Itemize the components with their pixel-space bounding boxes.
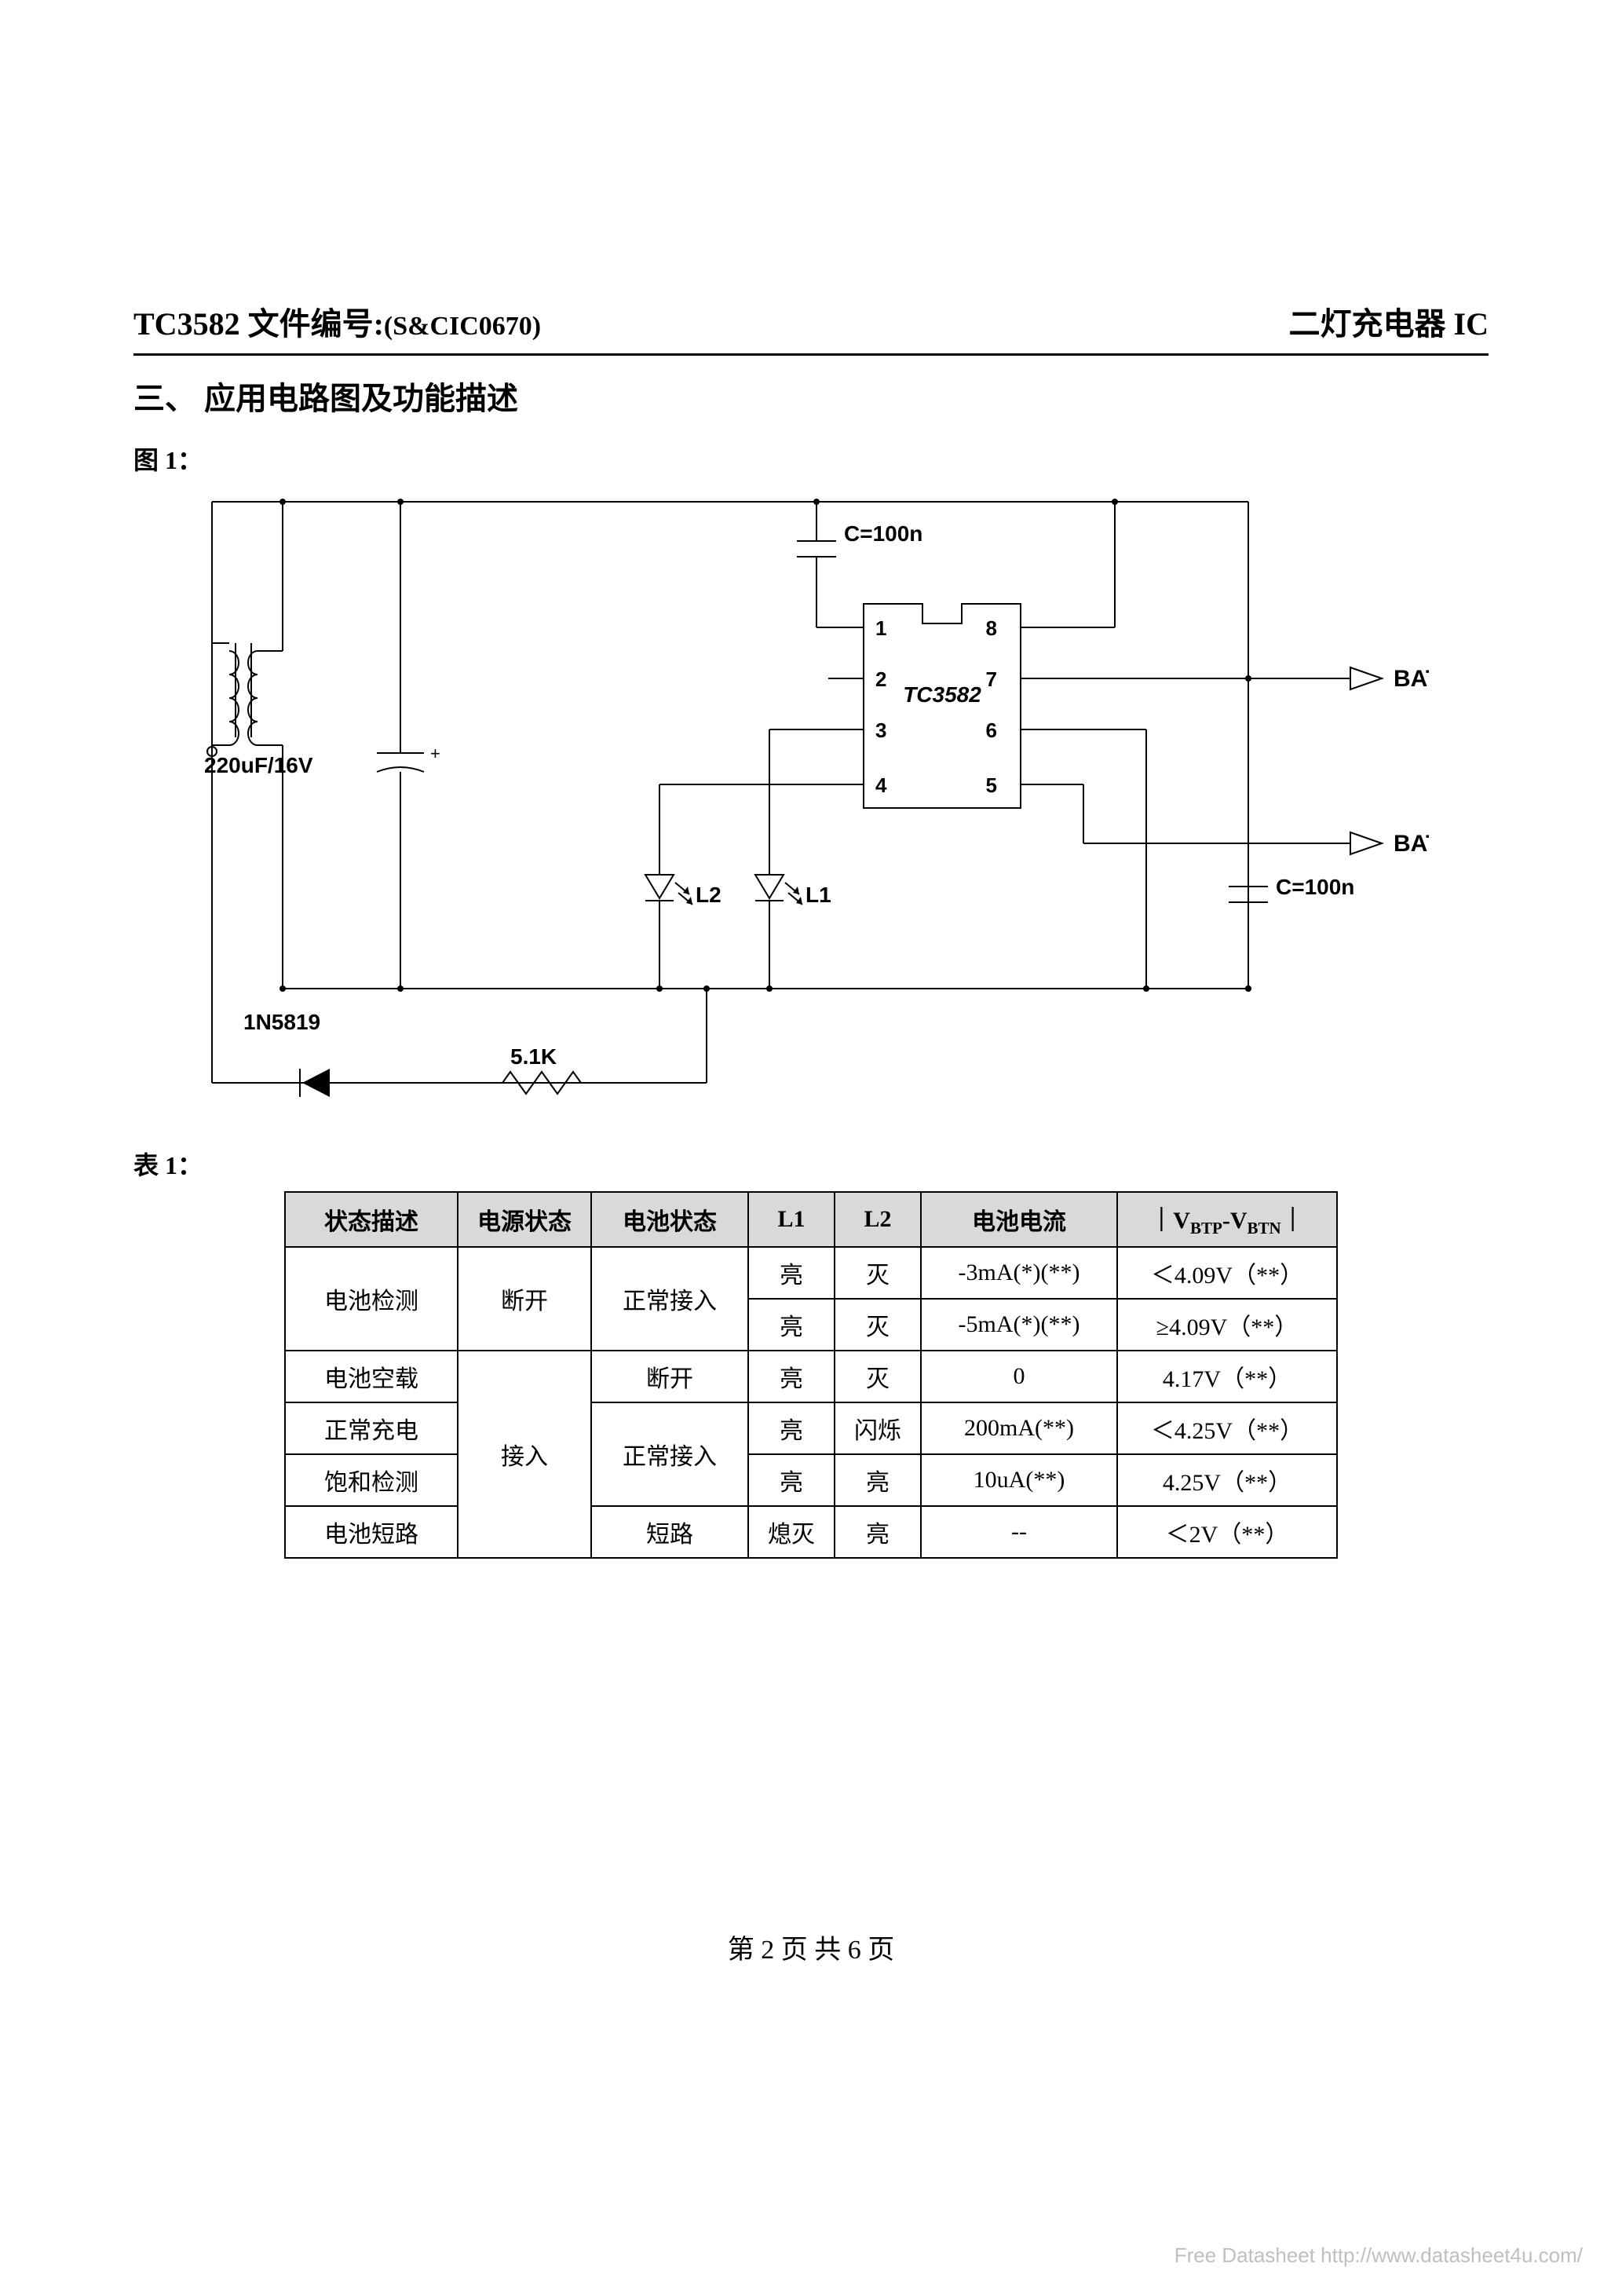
circuit-svg: +220uF/16V C=100n 1 8 2 7 3 6 4 5 TC3582 L2 L1 BAT+ BA… — [157, 486, 1429, 1114]
table-cell: 正常接入 — [591, 1247, 748, 1351]
table-cell: 亮 — [748, 1299, 835, 1351]
svg-text:BAT-: BAT- — [1394, 831, 1429, 857]
table-cell: 200mA(**) — [921, 1402, 1117, 1454]
part-number: TC3582 — [133, 306, 240, 342]
table-cell: 灭 — [835, 1351, 921, 1402]
table-header: 电池状态 — [591, 1192, 748, 1247]
doc-label: 文件编号: — [248, 306, 384, 342]
svg-text:6: 6 — [986, 718, 997, 742]
svg-text:5.1K: 5.1K — [510, 1044, 557, 1069]
doc-number: (S&CIC0670) — [384, 312, 541, 341]
table-cell: -3mA(*)(**) — [921, 1247, 1117, 1299]
table-row: 电池短路 短路熄灭亮--＜2V（**） — [285, 1506, 1337, 1558]
page-footer: 第 2 页 共 6 页 — [0, 1928, 1622, 1966]
table-header: L1 — [748, 1192, 835, 1247]
table-cell: 正常接入 — [591, 1402, 748, 1506]
table-cell: 0 — [921, 1351, 1117, 1402]
page: TC3582 文件编号:(S&CIC0670) 二灯充电器 IC 三、 应用电路… — [0, 0, 1622, 2296]
figure-caption: 图 1： — [133, 441, 1489, 477]
table-cell: ＜4.25V（**） — [1117, 1402, 1337, 1454]
table-header: ｜VBTP-VBTN｜ — [1117, 1192, 1337, 1247]
svg-text:220uF/16V: 220uF/16V — [204, 753, 313, 777]
watermark: Free Datasheet http://www.datasheet4u.co… — [1174, 2243, 1583, 2268]
table-cell: 熄灭 — [748, 1506, 835, 1558]
table-cell: 灭 — [835, 1299, 921, 1351]
svg-text:8: 8 — [986, 616, 997, 640]
state-table: 状态描述电源状态电池状态L1L2电池电流｜VBTP-VBTN｜电池检测断开正常接… — [284, 1191, 1338, 1559]
table-cell: 短路 — [591, 1506, 748, 1558]
svg-text:C=100n: C=100n — [1276, 875, 1354, 899]
table-cell: 正常充电 — [285, 1402, 458, 1454]
svg-text:C=100n: C=100n — [844, 521, 922, 546]
header-rule — [133, 353, 1489, 356]
table-cell: ≥4.09V（**） — [1117, 1299, 1337, 1351]
table-cell: 亮 — [748, 1454, 835, 1506]
svg-text:L2: L2 — [696, 883, 721, 907]
svg-text:L1: L1 — [806, 883, 831, 907]
table-row: 饱和检测亮亮10uA(**)4.25V（**） — [285, 1454, 1337, 1506]
svg-text:1: 1 — [875, 616, 886, 640]
svg-text:3: 3 — [875, 718, 886, 742]
table-cell: 接入 — [458, 1351, 591, 1558]
table-header: 电源状态 — [458, 1192, 591, 1247]
table-cell: 亮 — [748, 1351, 835, 1402]
svg-text:7: 7 — [986, 667, 997, 691]
header-left: TC3582 文件编号:(S&CIC0670) — [133, 298, 541, 344]
svg-text:TC3582: TC3582 — [903, 682, 981, 707]
svg-text:BAT+: BAT+ — [1394, 666, 1429, 692]
table-header: L2 — [835, 1192, 921, 1247]
table-cell: 断开 — [591, 1351, 748, 1402]
table-cell: 亮 — [748, 1402, 835, 1454]
table-cell: 4.25V（**） — [1117, 1454, 1337, 1506]
table-cell: 亮 — [748, 1247, 835, 1299]
svg-text:+: + — [430, 744, 440, 763]
svg-text:5: 5 — [986, 773, 997, 797]
table-cell: -5mA(*)(**) — [921, 1299, 1117, 1351]
circuit-diagram: +220uF/16V C=100n 1 8 2 7 3 6 4 5 TC3582 L2 L1 BAT+ BA… — [157, 486, 1489, 1114]
table-row: 正常充电正常接入亮闪烁200mA(**)＜4.25V（**） — [285, 1402, 1337, 1454]
table-cell: 电池空载 — [285, 1351, 458, 1402]
table-cell: -- — [921, 1506, 1117, 1558]
svg-text:1N5819: 1N5819 — [243, 1010, 320, 1034]
table-header: 状态描述 — [285, 1192, 458, 1247]
section-title: 三、 应用电路图及功能描述 — [133, 373, 1489, 419]
table-cell: 亮 — [835, 1506, 921, 1558]
table-cell: 灭 — [835, 1247, 921, 1299]
table-cell: 断开 — [458, 1247, 591, 1351]
table-cell: ＜4.09V（**） — [1117, 1247, 1337, 1299]
table-cell: 电池检测 — [285, 1247, 458, 1351]
table-header: 电池电流 — [921, 1192, 1117, 1247]
table-cell: 亮 — [835, 1454, 921, 1506]
table-cell: 电池短路 — [285, 1506, 458, 1558]
header-right: 二灯充电器 IC — [1289, 298, 1489, 344]
table-cell: 闪烁 — [835, 1402, 921, 1454]
table-row: 电池检测断开正常接入亮灭-3mA(*)(**)＜4.09V（**） — [285, 1247, 1337, 1299]
table-caption: 表 1： — [133, 1146, 1489, 1182]
svg-text:4: 4 — [875, 773, 887, 797]
table-row: 电池空载接入断开亮灭04.17V（**） — [285, 1351, 1337, 1402]
table-cell: 10uA(**) — [921, 1454, 1117, 1506]
svg-text:2: 2 — [875, 667, 886, 691]
page-header: TC3582 文件编号:(S&CIC0670) 二灯充电器 IC — [133, 298, 1489, 344]
table-cell: 饱和检测 — [285, 1454, 458, 1506]
table-cell: ＜2V（**） — [1117, 1506, 1337, 1558]
table-cell: 4.17V（**） — [1117, 1351, 1337, 1402]
